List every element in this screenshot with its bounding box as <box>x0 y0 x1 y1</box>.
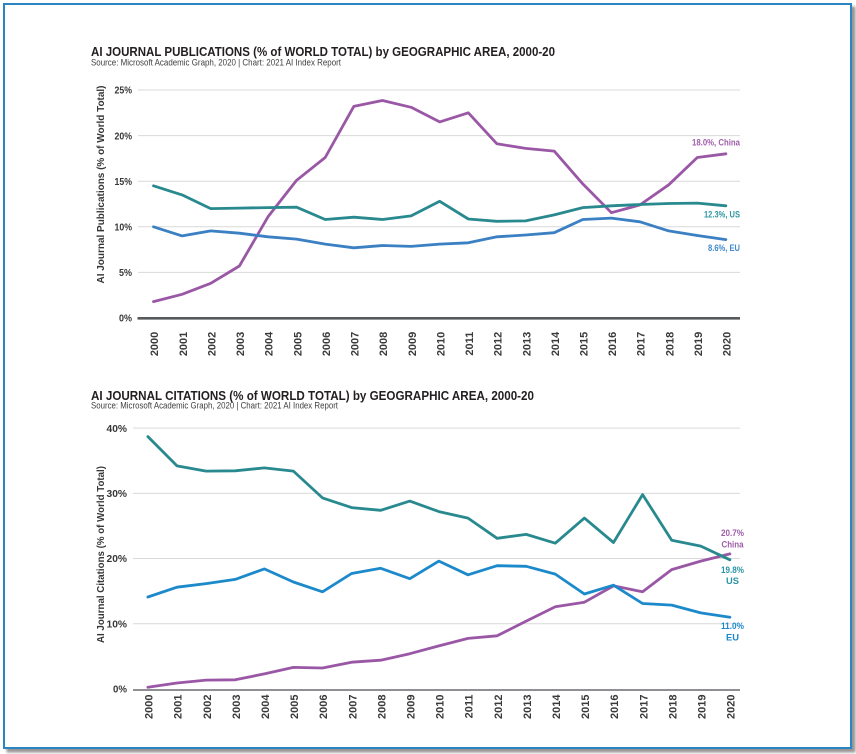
svg-text:2002: 2002 <box>202 695 214 719</box>
svg-text:2001: 2001 <box>173 695 185 719</box>
svg-text:2006: 2006 <box>321 332 333 356</box>
svg-text:19.8%: 19.8% <box>721 565 744 575</box>
svg-text:2005: 2005 <box>289 695 301 719</box>
svg-text:20.7%: 20.7% <box>721 528 744 538</box>
svg-text:2017: 2017 <box>638 695 650 719</box>
svg-text:Source: Microsoft Academic Gra: Source: Microsoft Academic Graph, 2020 |… <box>91 401 338 411</box>
svg-text:2015: 2015 <box>580 695 592 719</box>
svg-text:2020: 2020 <box>726 695 738 719</box>
svg-text:China: China <box>722 540 744 550</box>
svg-text:12.3%, US: 12.3%, US <box>704 210 740 220</box>
svg-text:2004: 2004 <box>264 331 276 356</box>
svg-text:2013: 2013 <box>521 332 533 356</box>
svg-text:2013: 2013 <box>522 695 534 719</box>
svg-text:0%: 0% <box>113 684 128 696</box>
svg-text:AI JOURNAL CITATIONS (% of WOR: AI JOURNAL CITATIONS (% of WORLD TOTAL) … <box>91 388 534 403</box>
svg-text:2008: 2008 <box>378 332 390 356</box>
svg-text:2018: 2018 <box>667 695 679 719</box>
svg-text:2019: 2019 <box>693 332 705 356</box>
svg-text:2001: 2001 <box>178 332 190 356</box>
svg-text:AI JOURNAL PUBLICATIONS (% of: AI JOURNAL PUBLICATIONS (% of WORLD TOTA… <box>91 44 555 59</box>
svg-text:2019: 2019 <box>697 695 709 719</box>
svg-text:2016: 2016 <box>609 695 621 719</box>
svg-text:US: US <box>726 576 739 586</box>
svg-text:AI Journal Publications (% of: AI Journal Publications (% of World Tota… <box>95 86 107 284</box>
svg-text:2010: 2010 <box>435 695 447 719</box>
svg-text:18.0%, China: 18.0%, China <box>692 138 740 148</box>
svg-text:Source: Microsoft Academic Gra: Source: Microsoft Academic Graph, 2020 |… <box>91 58 341 68</box>
svg-text:2006: 2006 <box>318 695 330 719</box>
svg-text:20%: 20% <box>107 553 128 565</box>
svg-text:2000: 2000 <box>144 695 156 719</box>
svg-text:20%: 20% <box>115 130 133 142</box>
svg-text:2014: 2014 <box>550 331 562 356</box>
svg-text:2003: 2003 <box>235 332 247 356</box>
svg-text:2016: 2016 <box>607 332 619 356</box>
svg-text:EU: EU <box>726 633 739 643</box>
svg-text:30%: 30% <box>107 488 128 500</box>
svg-text:2015: 2015 <box>579 332 591 356</box>
svg-text:11.0%: 11.0% <box>721 621 744 631</box>
svg-text:2012: 2012 <box>493 332 505 356</box>
svg-text:2008: 2008 <box>376 695 388 719</box>
svg-text:40%: 40% <box>107 423 128 435</box>
svg-text:2009: 2009 <box>407 332 419 356</box>
svg-text:AI Journal Citations (% of Wor: AI Journal Citations (% of World Total) <box>95 466 107 643</box>
svg-text:5%: 5% <box>119 267 133 279</box>
svg-text:2002: 2002 <box>206 332 218 356</box>
svg-text:2020: 2020 <box>722 332 734 356</box>
svg-text:2012: 2012 <box>493 695 505 719</box>
svg-text:2014: 2014 <box>551 694 563 719</box>
svg-text:2004: 2004 <box>260 694 272 719</box>
svg-text:2010: 2010 <box>435 332 447 356</box>
svg-text:25%: 25% <box>115 85 133 97</box>
svg-text:2009: 2009 <box>406 695 418 719</box>
svg-text:2007: 2007 <box>347 695 359 719</box>
svg-text:15%: 15% <box>115 176 133 188</box>
svg-text:2011: 2011 <box>464 332 476 356</box>
svg-text:8.6%, EU: 8.6%, EU <box>708 243 740 253</box>
svg-text:2007: 2007 <box>350 332 362 356</box>
svg-text:2003: 2003 <box>231 695 243 719</box>
svg-text:10%: 10% <box>115 222 133 234</box>
svg-text:2005: 2005 <box>292 332 304 356</box>
svg-text:10%: 10% <box>107 618 128 630</box>
svg-text:2011: 2011 <box>464 695 476 719</box>
svg-text:2000: 2000 <box>149 332 161 356</box>
svg-text:2017: 2017 <box>636 332 648 356</box>
svg-text:0%: 0% <box>119 313 133 325</box>
svg-text:2018: 2018 <box>664 332 676 356</box>
